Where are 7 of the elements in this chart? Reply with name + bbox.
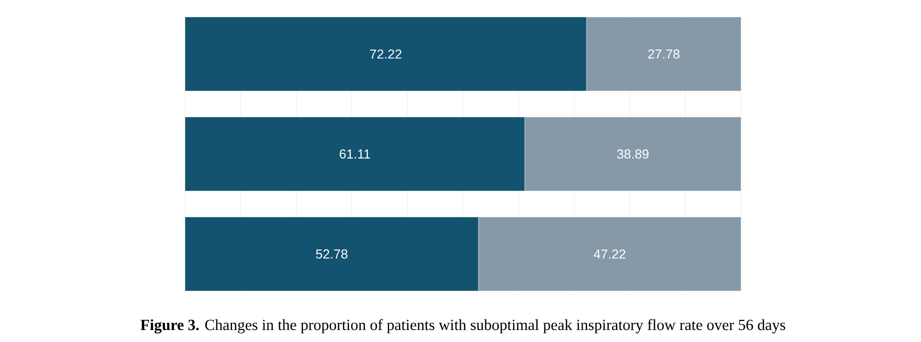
data-label: 61.11: [340, 149, 370, 159]
data-label: 72.22: [370, 49, 402, 59]
text: Figure 3. Changes in the proportion of patients with suboptimal peak inspiratory flow rate over 56 days: [140, 319, 786, 334]
data-label: 47.22: [594, 249, 626, 259]
data-label: 27.78: [648, 49, 680, 59]
data-label: 38.89: [617, 149, 649, 159]
data-label: 52.78: [316, 249, 348, 259]
